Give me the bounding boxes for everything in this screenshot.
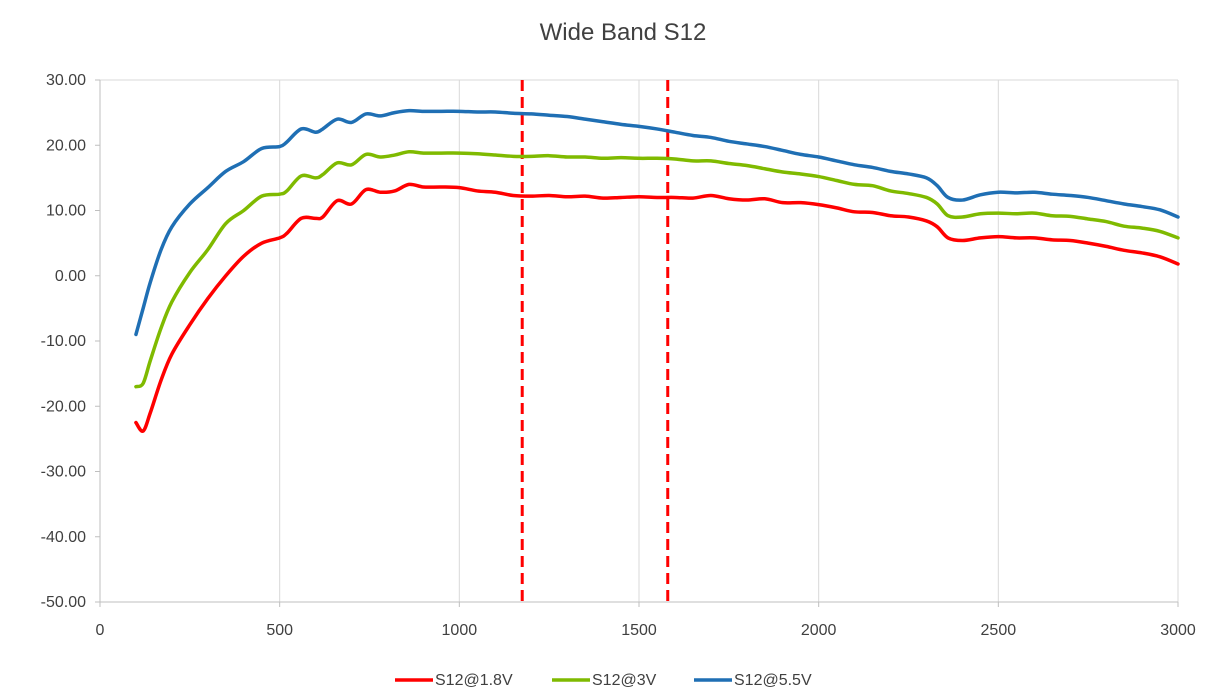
y-tick-label: 30.00	[46, 72, 86, 89]
y-tick-label: 0.00	[55, 268, 86, 285]
y-tick-label: 20.00	[46, 137, 86, 154]
legend: S12@1.8V S12@3V S12@5.5V	[395, 672, 812, 689]
x-tick-label: 2500	[981, 622, 1017, 639]
x-tick-label: 0	[96, 622, 105, 639]
x-tick-label: 2000	[801, 622, 837, 639]
x-tick-label: 3000	[1160, 622, 1196, 639]
reference-lines	[520, 80, 670, 602]
series-line-s12-5-5v	[134, 108, 1180, 337]
y-tick-label: 10.00	[46, 203, 86, 220]
series-line-s12-1-8v	[134, 182, 1180, 433]
series-layer	[134, 108, 1180, 433]
y-tick-label: -20.00	[41, 398, 86, 415]
legend-label-s12-3v: S12@3V	[592, 672, 657, 689]
chart-title: Wide Band S12	[540, 19, 707, 46]
legend-label-s12-5-5v: S12@5.5V	[734, 672, 812, 689]
y-tick-label: -30.00	[41, 464, 86, 481]
y-tick-label: -40.00	[41, 529, 86, 546]
x-tick-label: 1500	[621, 622, 657, 639]
x-tick-label: 500	[266, 622, 293, 639]
legend-label-s12-1-8v: S12@1.8V	[435, 672, 513, 689]
y-tick-label: -10.00	[41, 333, 86, 350]
series-line-s12-3v	[134, 149, 1180, 389]
x-tick-label: 1000	[442, 622, 478, 639]
axis-layer: -50.00 -40.00 -30.00 -20.00 -10.00 0.00 10.00 2…	[41, 72, 1196, 639]
grid-layer	[100, 79, 1179, 602]
y-tick-label: -50.00	[41, 594, 86, 611]
